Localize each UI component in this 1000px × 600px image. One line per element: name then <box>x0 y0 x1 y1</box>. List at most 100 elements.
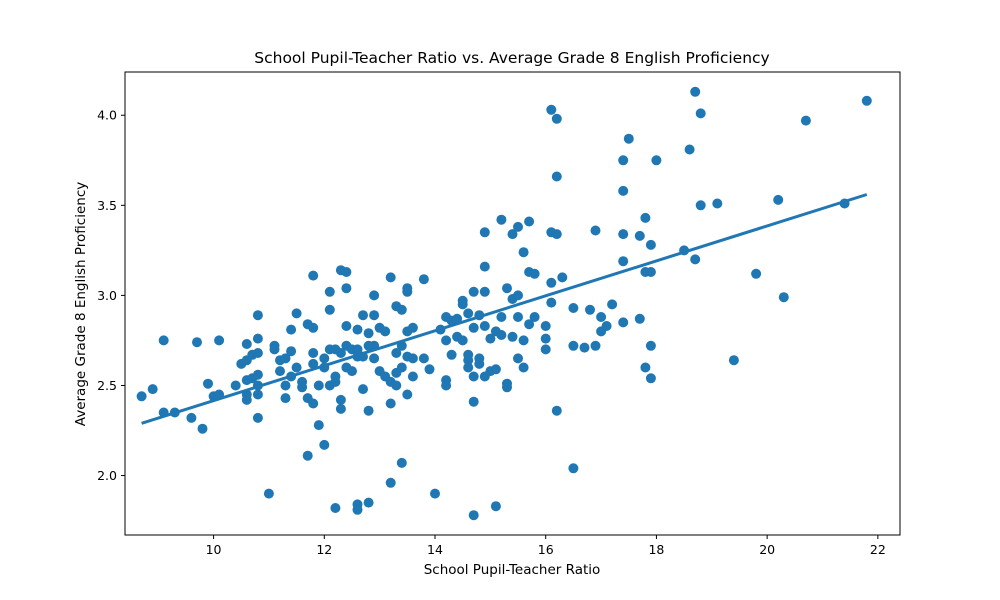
data-point <box>291 308 302 319</box>
data-point <box>651 155 662 166</box>
x-tick-label: 12 <box>316 542 332 557</box>
data-point <box>524 216 535 227</box>
data-point <box>407 353 418 364</box>
x-axis-label: School Pupil-Teacher Ratio <box>424 562 601 578</box>
data-point <box>640 362 651 373</box>
data-point <box>546 104 557 115</box>
data-point <box>286 346 297 357</box>
chart-title: School Pupil-Teacher Ratio vs. Average G… <box>254 49 769 67</box>
data-point <box>341 283 352 294</box>
data-point <box>186 412 197 423</box>
data-point <box>308 270 319 281</box>
data-point <box>540 321 551 331</box>
data-point <box>252 348 263 358</box>
data-point <box>319 439 330 450</box>
y-tick-label: 2.0 <box>97 468 117 483</box>
data-point <box>551 405 562 416</box>
data-point <box>507 229 518 240</box>
data-point <box>369 290 380 301</box>
data-point <box>496 214 507 225</box>
data-point <box>352 344 363 355</box>
data-point <box>468 322 479 333</box>
data-point <box>147 384 158 395</box>
data-point <box>308 348 319 358</box>
data-point <box>590 225 601 236</box>
data-point <box>712 198 723 209</box>
data-point <box>518 362 529 373</box>
data-point <box>352 504 363 515</box>
data-point <box>540 344 551 355</box>
data-point <box>308 322 319 333</box>
data-point <box>452 313 463 324</box>
data-point <box>302 450 313 461</box>
data-point <box>341 321 352 331</box>
data-point <box>136 391 147 402</box>
data-point <box>158 335 169 346</box>
data-point <box>634 230 645 241</box>
data-point <box>800 115 811 126</box>
data-point <box>463 308 474 319</box>
data-point <box>214 335 225 346</box>
data-point <box>645 267 656 277</box>
data-point <box>468 510 479 521</box>
data-point <box>479 261 490 272</box>
data-point <box>645 373 656 384</box>
data-point <box>618 185 629 196</box>
x-tick-label: 14 <box>427 542 443 557</box>
y-tick-label: 2.5 <box>97 378 117 393</box>
x-tick-label: 18 <box>648 542 664 557</box>
data-point <box>474 358 485 369</box>
data-point <box>618 317 629 328</box>
data-point <box>579 342 590 353</box>
data-point <box>252 389 263 400</box>
data-point <box>391 348 402 358</box>
data-point <box>490 364 501 375</box>
data-point <box>363 497 374 508</box>
trend-line <box>141 193 868 425</box>
data-point <box>241 394 252 405</box>
data-point <box>645 340 656 351</box>
y-tick-label: 3.0 <box>97 288 117 303</box>
data-point <box>645 239 656 250</box>
data-point <box>252 333 263 344</box>
data-point <box>585 304 595 315</box>
data-point <box>773 194 784 205</box>
x-tick-label: 20 <box>759 542 775 557</box>
data-point <box>551 171 562 182</box>
data-point <box>513 290 523 301</box>
data-point <box>457 299 468 310</box>
data-point <box>380 326 391 337</box>
data-point <box>468 396 479 407</box>
data-point <box>634 313 645 324</box>
data-point <box>335 403 346 414</box>
data-point <box>485 333 496 344</box>
data-point <box>252 369 263 380</box>
data-point <box>695 108 706 119</box>
data-point <box>418 353 429 364</box>
data-point <box>568 463 579 474</box>
x-tick-label: 16 <box>538 542 554 557</box>
data-point <box>568 340 579 351</box>
data-point <box>385 272 396 283</box>
data-point <box>358 384 368 395</box>
data-point <box>297 382 308 393</box>
data-point <box>468 286 479 297</box>
data-point <box>568 303 579 313</box>
data-point <box>618 155 629 166</box>
data-point <box>684 144 695 155</box>
x-axis-ticks: 10 12 14 16 18 20 22 <box>206 535 886 557</box>
data-point <box>391 380 402 391</box>
data-point <box>502 382 512 393</box>
data-point <box>407 371 418 382</box>
data-point <box>330 376 341 387</box>
data-point <box>280 380 291 391</box>
data-point <box>369 353 380 364</box>
data-point <box>358 310 368 321</box>
data-point <box>529 312 540 322</box>
points-layer <box>136 86 872 521</box>
data-point <box>751 268 762 279</box>
data-point <box>618 229 629 240</box>
data-point <box>363 405 374 416</box>
data-point <box>197 423 208 434</box>
data-point <box>319 353 330 364</box>
